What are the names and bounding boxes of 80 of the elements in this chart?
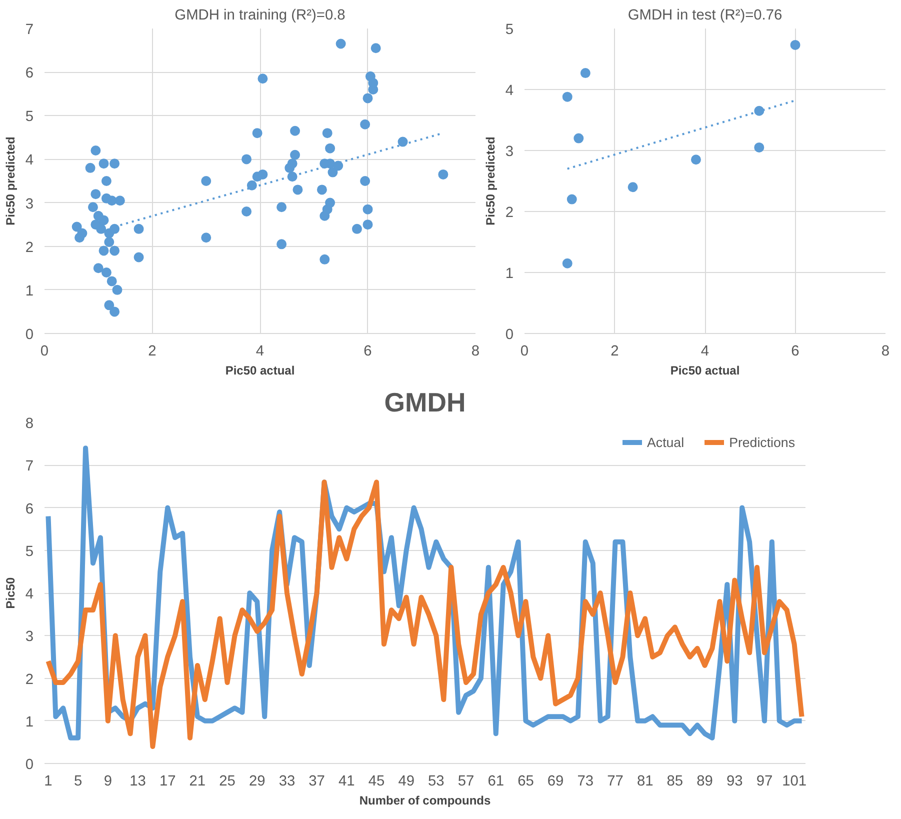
x-axis-title: Pic50 actual [225, 364, 295, 378]
point [562, 92, 572, 102]
x-tick-label: 1 [44, 774, 52, 790]
y-tick-label: 1 [25, 283, 34, 300]
x-tick-label: 0 [40, 344, 49, 360]
y-tick-label: 2 [505, 205, 514, 221]
x-tick-label: 93 [726, 774, 743, 790]
point [580, 68, 590, 78]
x-tick-label: 77 [607, 774, 624, 790]
y-tick-label: 3 [505, 144, 514, 160]
y-tick-label: 3 [25, 196, 34, 212]
x-tick-label: 97 [756, 774, 773, 790]
point [574, 133, 584, 144]
y-tick-label: 6 [25, 66, 34, 82]
chart-title: GMDH in test (R²)=0.76 [628, 8, 782, 24]
x-tick-label: 21 [189, 774, 206, 790]
point [562, 258, 572, 268]
point [566, 194, 577, 204]
chart-title: GMDH [384, 388, 466, 418]
x-tick-label: 29 [248, 774, 266, 790]
x-tick-label: 89 [696, 774, 713, 790]
x-tick-label: 2 [148, 344, 156, 360]
x-tick-label: 9 [104, 774, 112, 790]
x-tick-label: 69 [547, 774, 564, 790]
x-tick-label: 65 [518, 774, 534, 790]
x-tick-label: 13 [130, 774, 146, 790]
x-tick-label: 57 [458, 774, 474, 790]
x-tick-label: 17 [159, 774, 176, 790]
x-tick-label: 6 [364, 344, 372, 360]
y-tick-label: 4 [25, 586, 34, 602]
x-tick-label: 53 [428, 774, 444, 790]
x-tick-label: 25 [219, 774, 236, 790]
y-tick-label: 3 [25, 629, 34, 646]
y-tick-label: 8 [25, 416, 34, 432]
y-tick-label: 5 [25, 544, 34, 560]
y-tick-label: 1 [25, 714, 34, 730]
x-tick-label: 85 [666, 774, 684, 790]
point [628, 182, 638, 192]
x-tick-label: 73 [577, 774, 594, 790]
x-tick-label: 45 [368, 774, 385, 790]
x-tick-label: 8 [881, 344, 890, 360]
x-tick-label: 37 [308, 774, 325, 790]
x-axis-title: Pic50 actual [670, 364, 740, 378]
x-tick-label: 0 [520, 344, 529, 360]
y-tick-label: 7 [25, 22, 34, 38]
point [690, 154, 701, 165]
x-tick-label: 33 [278, 774, 296, 790]
legend-label: Predictions [729, 434, 795, 450]
y-tick-label: 1 [505, 266, 514, 282]
point [754, 142, 764, 152]
legend-label: Actual [647, 434, 684, 450]
x-tick-label: 6 [791, 344, 800, 360]
y-tick-label: 2 [25, 672, 34, 688]
point [790, 40, 800, 50]
y-tick-label: 6 [25, 501, 34, 518]
y-tick-label: 0 [505, 327, 514, 343]
y-tick-label: 4 [505, 83, 514, 99]
y-tick-label: 5 [25, 109, 34, 126]
x-tick-label: 4 [700, 344, 710, 360]
y-tick-label: 0 [25, 757, 34, 773]
y-axis-title: Pic50 predicted [3, 136, 18, 226]
y-axis-title: Pic50 [3, 576, 18, 609]
y-tick-label: 7 [25, 458, 34, 475]
y-tick-label: 5 [505, 22, 514, 38]
x-tick-label: 81 [636, 774, 654, 790]
x-tick-label: 41 [338, 774, 355, 790]
x-tick-label: 4 [256, 344, 264, 360]
x-tick-label: 101 [782, 774, 807, 790]
y-tick-label: 4 [25, 152, 34, 169]
point [754, 106, 764, 116]
chart-title: GMDH in training (R²)=0.8 [174, 8, 346, 24]
x-tick-label: 61 [488, 774, 504, 790]
y-tick-label: 0 [25, 327, 34, 343]
y-axis-title: Pic50 predicted [483, 136, 498, 226]
x-tick-label: 8 [471, 344, 480, 360]
x-tick-label: 2 [610, 344, 619, 360]
x-tick-label: 49 [398, 774, 415, 790]
y-tick-label: 2 [25, 240, 34, 256]
x-axis-title: Number of compounds [359, 794, 491, 808]
x-tick-label: 5 [74, 774, 82, 790]
